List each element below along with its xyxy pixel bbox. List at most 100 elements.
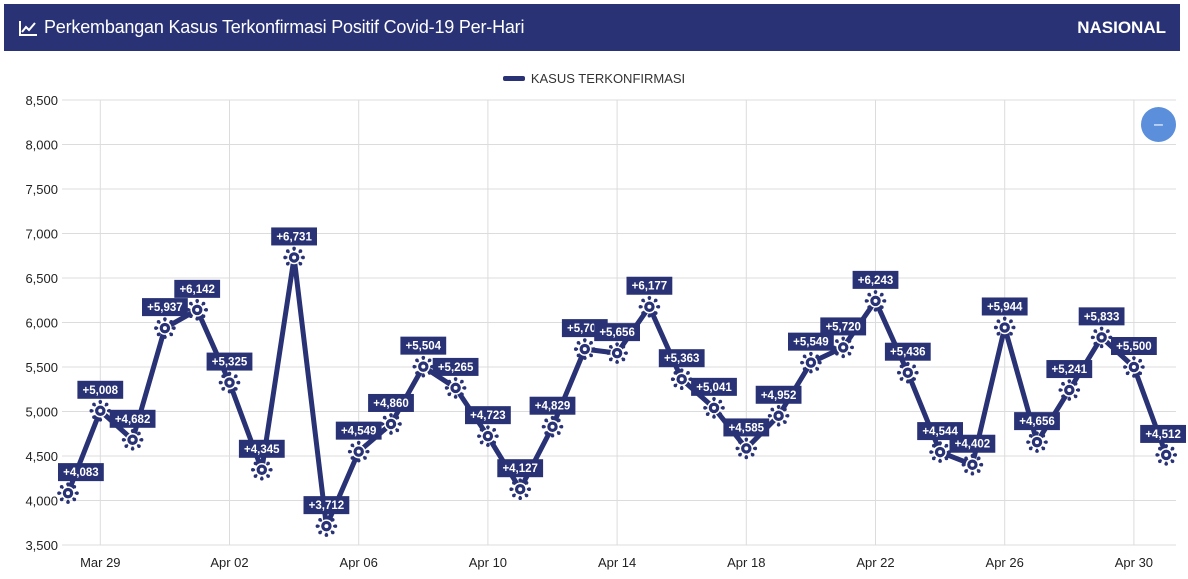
svg-text:+5,265: +5,265 xyxy=(438,362,474,374)
legend-swatch xyxy=(502,76,525,82)
virus-marker xyxy=(186,299,208,321)
svg-text:+4,585: +4,585 xyxy=(729,422,765,434)
virus-marker xyxy=(1026,431,1048,453)
data-label: +4,127 xyxy=(497,459,544,478)
svg-text:+5,701: +5,701 xyxy=(567,323,603,335)
data-label: +6,731 xyxy=(271,227,317,246)
svg-text:+4,656: +4,656 xyxy=(1019,416,1055,428)
chart-header: Perkembangan Kasus Terkonfirmasi Positif… xyxy=(4,4,1180,51)
data-label: +5,500 xyxy=(1111,337,1157,355)
y-tick-label: 3,500 xyxy=(25,538,58,553)
data-label: +4,952 xyxy=(755,385,802,404)
virus-marker xyxy=(315,515,338,537)
virus-marker xyxy=(444,377,467,399)
svg-text:+4,549: +4,549 xyxy=(341,426,377,438)
data-label: +5,549 xyxy=(788,332,834,351)
y-tick-label: 6,500 xyxy=(25,271,58,286)
y-tick-label: 8,500 xyxy=(25,93,58,108)
data-label: +4,656 xyxy=(1014,412,1060,431)
data-label: +5,436 xyxy=(884,342,931,361)
zoom-out-button[interactable]: – xyxy=(1141,107,1176,142)
data-label: +4,723 xyxy=(465,406,511,425)
svg-text:+5,041: +5,041 xyxy=(696,382,732,394)
virus-marker xyxy=(218,371,241,394)
svg-text:+5,833: +5,833 xyxy=(1084,311,1120,323)
data-label: +5,833 xyxy=(1078,307,1125,326)
virus-marker xyxy=(477,425,499,447)
svg-text:+4,829: +4,829 xyxy=(535,401,571,413)
svg-text:+4,682: +4,682 xyxy=(115,414,151,426)
svg-text:+6,142: +6,142 xyxy=(179,284,215,296)
data-label: +4,682 xyxy=(109,409,156,428)
virus-marker xyxy=(864,290,887,312)
virus-marker xyxy=(767,404,790,427)
svg-text:+4,402: +4,402 xyxy=(955,439,991,451)
virus-marker xyxy=(154,317,176,339)
virus-marker xyxy=(412,355,435,378)
x-tick-label: Apr 10 xyxy=(469,555,507,570)
data-label: +5,363 xyxy=(658,349,705,368)
x-tick-label: Apr 26 xyxy=(986,555,1024,570)
svg-text:+5,937: +5,937 xyxy=(147,302,183,314)
svg-text:+6,243: +6,243 xyxy=(858,275,894,287)
virus-marker xyxy=(57,482,79,504)
y-tick-label: 4,500 xyxy=(25,449,58,464)
data-label: +4,345 xyxy=(238,439,285,458)
virus-marker xyxy=(1123,356,1145,378)
data-label: +6,142 xyxy=(174,279,221,298)
x-tick-label: Apr 02 xyxy=(210,555,248,570)
virus-marker xyxy=(929,441,951,463)
svg-text:+4,544: +4,544 xyxy=(922,426,958,438)
chart-title: Perkembangan Kasus Terkonfirmasi Positif… xyxy=(44,17,525,37)
y-tick-label: 5,000 xyxy=(25,405,58,420)
virus-marker xyxy=(993,316,1016,339)
svg-text:+5,500: +5,500 xyxy=(1116,341,1152,353)
virus-marker xyxy=(574,338,596,360)
svg-text:+4,952: +4,952 xyxy=(761,390,797,402)
data-label: +6,177 xyxy=(626,276,673,295)
data-label: +4,585 xyxy=(723,418,770,437)
data-label: +4,860 xyxy=(368,393,414,412)
virus-marker xyxy=(735,437,758,460)
y-tick-label: 6,000 xyxy=(25,316,58,331)
y-tick-label: 4,000 xyxy=(25,494,58,509)
svg-text:+5,656: +5,656 xyxy=(599,327,635,339)
svg-text:+4,723: +4,723 xyxy=(470,410,506,422)
svg-text:+4,345: +4,345 xyxy=(244,444,280,456)
svg-text:+5,549: +5,549 xyxy=(793,337,829,349)
svg-text:+4,083: +4,083 xyxy=(63,467,99,479)
svg-text:+6,731: +6,731 xyxy=(276,231,312,243)
virus-marker xyxy=(897,361,919,384)
y-tick-label: 8,000 xyxy=(25,138,58,153)
virus-marker xyxy=(250,458,273,481)
chart-legend[interactable]: KASUS TERKONFIRMASI xyxy=(0,70,1188,86)
svg-text:+5,241: +5,241 xyxy=(1052,364,1088,376)
y-tick-label: 5,500 xyxy=(25,360,58,375)
legend-label: KASUS TERKONFIRMASI xyxy=(530,71,686,87)
x-tick-label: Mar 29 xyxy=(80,555,120,570)
x-tick-label: Apr 18 xyxy=(727,555,765,570)
virus-marker xyxy=(89,399,112,422)
svg-text:+6,177: +6,177 xyxy=(632,281,668,293)
x-tick-label: Apr 14 xyxy=(598,555,636,570)
virus-marker xyxy=(380,413,402,435)
data-label: +4,829 xyxy=(529,396,576,415)
virus-marker xyxy=(961,453,984,476)
virus-marker xyxy=(606,342,628,364)
virus-marker xyxy=(800,351,822,374)
data-label: +5,720 xyxy=(820,317,867,336)
data-label: +4,402 xyxy=(949,434,996,453)
virus-marker xyxy=(638,295,661,318)
svg-text:+5,436: +5,436 xyxy=(890,347,926,359)
svg-text:+5,008: +5,008 xyxy=(83,385,119,397)
data-label: +5,944 xyxy=(981,297,1028,316)
line-chart-icon xyxy=(18,19,38,37)
data-label: +5,265 xyxy=(432,357,479,376)
data-label: +4,512 xyxy=(1140,424,1186,443)
svg-text:+4,512: +4,512 xyxy=(1145,429,1181,441)
data-label: +5,937 xyxy=(142,298,188,317)
x-tick-label: Apr 30 xyxy=(1115,555,1153,570)
virus-marker xyxy=(1058,379,1081,401)
virus-marker xyxy=(509,478,531,500)
